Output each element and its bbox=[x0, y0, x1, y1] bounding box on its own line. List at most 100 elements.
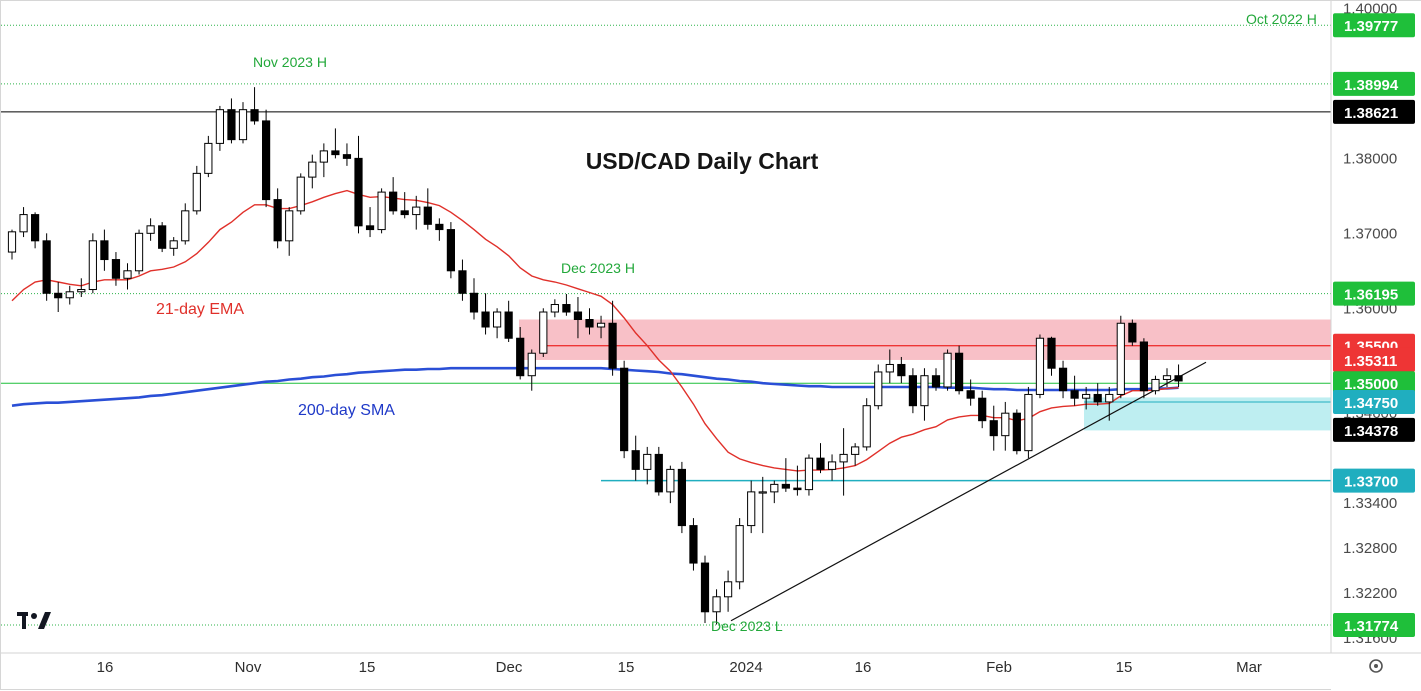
candle bbox=[1128, 319, 1137, 346]
candle bbox=[192, 165, 201, 215]
candle-body bbox=[931, 375, 941, 388]
candle bbox=[158, 222, 167, 253]
candle-body bbox=[134, 232, 144, 272]
candle bbox=[527, 349, 536, 391]
candle-body bbox=[724, 581, 733, 598]
candle bbox=[978, 390, 987, 429]
candle-body bbox=[955, 352, 964, 392]
candle bbox=[689, 518, 698, 571]
candle bbox=[620, 360, 629, 459]
candle-body bbox=[677, 468, 686, 527]
candle-body bbox=[469, 292, 479, 313]
candle-body bbox=[862, 405, 871, 448]
ascending-trendline bbox=[730, 361, 1207, 622]
annotation-label: Oct 2022 H bbox=[1246, 11, 1317, 27]
candle bbox=[446, 222, 455, 279]
candle-body bbox=[804, 457, 814, 491]
candle-body bbox=[758, 491, 767, 494]
candle bbox=[758, 476, 767, 534]
candle-body bbox=[851, 446, 860, 455]
candle bbox=[1116, 315, 1125, 399]
candle-body bbox=[238, 109, 248, 141]
x-tick-label: Mar bbox=[1236, 659, 1262, 676]
candle bbox=[42, 233, 51, 301]
candle bbox=[1070, 375, 1079, 406]
candle bbox=[897, 356, 906, 384]
candle bbox=[804, 454, 814, 496]
candle bbox=[504, 300, 513, 342]
price-tag-box bbox=[1333, 468, 1415, 493]
candle-body bbox=[793, 487, 802, 491]
candle-body bbox=[643, 453, 652, 470]
candle-body bbox=[215, 109, 225, 144]
candle-body bbox=[181, 210, 190, 242]
candle-body bbox=[516, 337, 525, 377]
candle-body bbox=[458, 270, 467, 294]
chart-title: USD/CAD Daily Chart bbox=[586, 148, 819, 174]
candle-body bbox=[342, 154, 352, 159]
candle bbox=[516, 327, 525, 380]
candle-body bbox=[423, 206, 432, 225]
price-tag-box bbox=[1333, 417, 1415, 442]
candle bbox=[134, 229, 144, 275]
x-tick-label: Dec bbox=[496, 659, 523, 676]
candle bbox=[88, 233, 97, 294]
candle bbox=[827, 454, 837, 481]
candle bbox=[747, 480, 756, 534]
candle bbox=[273, 188, 282, 249]
candle bbox=[712, 589, 721, 625]
settings-gear-icon[interactable] bbox=[1369, 659, 1383, 673]
x-tick-label: 15 bbox=[1116, 659, 1133, 676]
candle-body bbox=[146, 225, 155, 234]
candle-body bbox=[400, 210, 409, 216]
candle-body bbox=[1035, 337, 1045, 395]
candle-body bbox=[42, 240, 51, 294]
candle bbox=[1035, 334, 1045, 399]
candle-body bbox=[596, 322, 606, 328]
candle-body bbox=[204, 142, 213, 174]
price-tag-box bbox=[1333, 371, 1415, 396]
price-tag: 1.31774 bbox=[1333, 612, 1415, 637]
candle bbox=[389, 177, 398, 215]
candle-body bbox=[874, 371, 883, 407]
candle bbox=[435, 218, 444, 241]
candle bbox=[469, 278, 479, 320]
candle-body bbox=[100, 240, 109, 261]
candle bbox=[781, 458, 790, 492]
candle bbox=[885, 349, 894, 384]
price-tag-label: 1.33700 bbox=[1344, 474, 1398, 491]
annotation-label: Nov 2023 H bbox=[253, 54, 327, 70]
candle bbox=[1139, 338, 1149, 399]
candle-body bbox=[1058, 367, 1068, 392]
price-tag-label: 1.35311 bbox=[1344, 353, 1397, 370]
candle-body bbox=[770, 483, 779, 493]
candle bbox=[19, 207, 28, 238]
y-tick-label: 1.32200 bbox=[1343, 585, 1397, 602]
candle bbox=[400, 192, 409, 219]
candle bbox=[1174, 364, 1183, 387]
candle bbox=[77, 278, 86, 298]
candle bbox=[262, 109, 271, 208]
candle-body bbox=[250, 109, 259, 122]
candle-body bbox=[331, 150, 340, 156]
candle-body bbox=[978, 397, 987, 422]
candle-body bbox=[273, 199, 282, 242]
candle-body bbox=[1001, 412, 1010, 437]
candle-body bbox=[377, 191, 386, 231]
candle bbox=[585, 308, 594, 335]
candle-body bbox=[816, 457, 825, 470]
candle bbox=[238, 102, 248, 144]
price-tag: 1.35000 bbox=[1333, 371, 1415, 396]
candle-body bbox=[920, 375, 929, 407]
price-tag-box bbox=[1333, 281, 1415, 306]
candle-body bbox=[897, 363, 906, 377]
candle bbox=[608, 300, 617, 376]
candle bbox=[111, 252, 121, 286]
candle-body bbox=[1162, 375, 1172, 380]
candle bbox=[423, 188, 432, 230]
y-tick-label: 1.38000 bbox=[1343, 150, 1397, 167]
candle-body bbox=[7, 231, 17, 253]
candle bbox=[920, 368, 929, 421]
candle-body bbox=[885, 363, 894, 373]
candle bbox=[908, 368, 917, 414]
